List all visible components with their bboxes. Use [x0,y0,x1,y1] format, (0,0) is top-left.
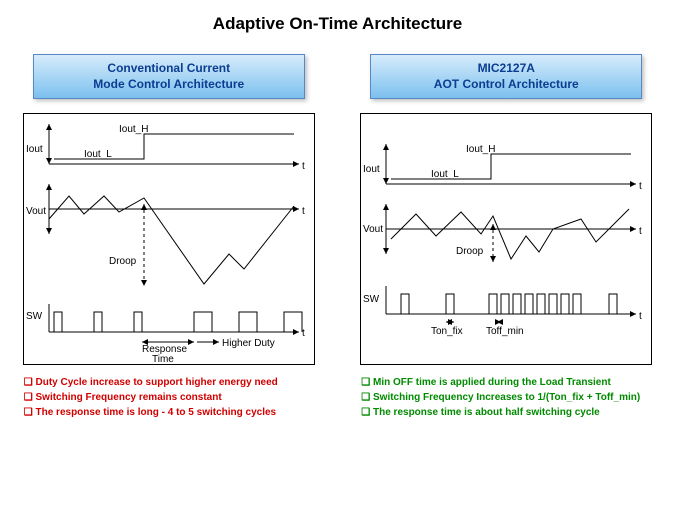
right-header-line1: MIC2127A [381,61,631,77]
label-t1: t [302,161,305,172]
label-resp2: Time [152,354,174,364]
left-column: Conventional Current Mode Control Archit… [14,54,324,420]
label-droop: Droop [109,256,137,267]
right-diagram: Iout t Iout_H Iout_L Vout t Droop SW t [360,113,652,365]
r-label-t3: t [639,311,642,322]
right-bullet-0: Min OFF time is applied during the Load … [361,375,651,390]
right-bullets: Min OFF time is applied during the Load … [361,375,651,420]
r-label-vout: Vout [363,224,383,235]
left-diagram: Iout t Iout_H Iout_L Vout t Droop SW [23,113,315,365]
left-header: Conventional Current Mode Control Archit… [33,54,305,99]
r-label-t2: t [639,226,642,237]
r-label-tonfix: Ton_fix [431,326,463,337]
label-iout: Iout [26,144,43,155]
r-label-iout-h: Iout_H [466,144,495,155]
label-iout-h: Iout_H [119,124,148,135]
right-pulses [386,294,636,314]
r-label-toffmin: Toff_min [486,326,524,337]
right-bullet-2: The response time is about half switchin… [361,405,651,420]
left-header-line1: Conventional Current [44,61,294,77]
r-label-droop: Droop [456,246,484,257]
r-label-iout-l: Iout_L [431,169,459,180]
label-iout-l: Iout_L [84,149,112,160]
label-t2: t [302,206,305,217]
page-title: Adaptive On-Time Architecture [0,0,675,34]
right-svg: Iout t Iout_H Iout_L Vout t Droop SW t [361,114,651,364]
r-label-t1: t [639,181,642,192]
label-sw: SW [26,311,43,322]
left-pulses [49,312,302,332]
right-column: MIC2127A AOT Control Architecture Iout t [351,54,661,420]
right-bullet-1: Switching Frequency Increases to 1/(Ton_… [361,390,651,405]
label-higher-duty: Higher Duty [222,338,275,349]
left-bullet-2: The response time is long - 4 to 5 switc… [24,405,314,420]
left-svg: Iout t Iout_H Iout_L Vout t Droop SW [24,114,314,364]
label-vout: Vout [26,206,46,217]
right-header-line2: AOT Control Architecture [381,77,631,93]
columns-container: Conventional Current Mode Control Archit… [0,54,675,420]
right-header: MIC2127A AOT Control Architecture [370,54,642,99]
left-bullet-1: Switching Frequency remains constant [24,390,314,405]
r-label-sw: SW [363,294,380,305]
left-bullet-0: Duty Cycle increase to support higher en… [24,375,314,390]
r-label-iout: Iout [363,164,380,175]
left-bullets: Duty Cycle increase to support higher en… [24,375,314,420]
left-header-line2: Mode Control Architecture [44,77,294,93]
